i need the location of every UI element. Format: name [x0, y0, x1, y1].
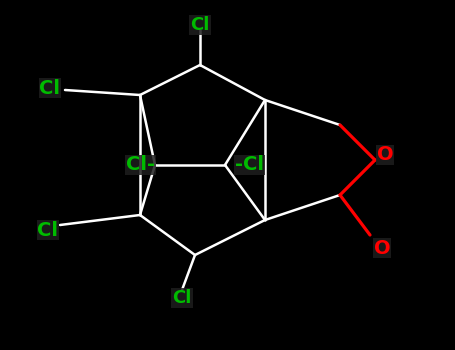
Text: Cl: Cl — [37, 220, 59, 239]
Text: Cl: Cl — [40, 78, 61, 98]
Text: Cl: Cl — [190, 16, 210, 34]
Text: Cl-: Cl- — [126, 155, 155, 175]
Text: O: O — [374, 238, 390, 258]
Text: -Cl: -Cl — [235, 155, 264, 175]
Text: O: O — [377, 146, 393, 164]
Text: Cl: Cl — [172, 289, 192, 307]
